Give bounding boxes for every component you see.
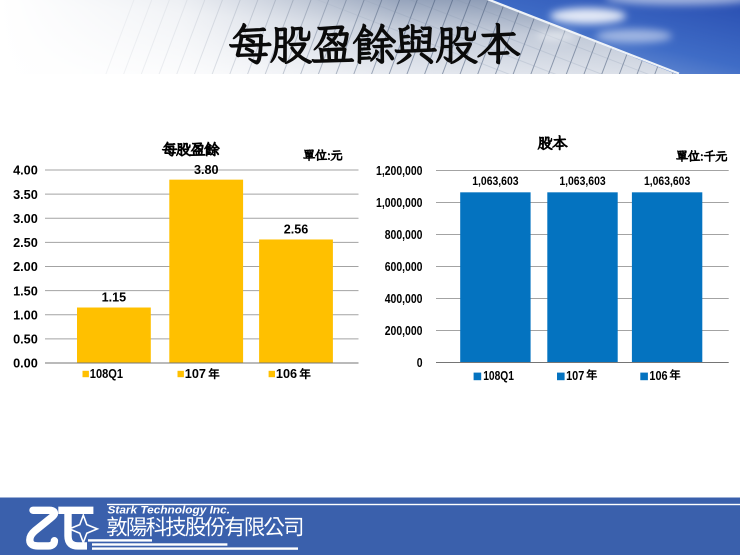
svg-text:2.00: 2.00 [13, 260, 38, 274]
svg-text:108Q1: 108Q1 [483, 368, 514, 383]
svg-text:400,000: 400,000 [385, 292, 423, 306]
svg-text:2.56: 2.56 [284, 223, 309, 237]
svg-text:1,200,000: 1,200,000 [376, 164, 423, 178]
svg-text:2.50: 2.50 [13, 236, 38, 250]
svg-text:600,000: 600,000 [385, 260, 423, 274]
svg-text:106: 106 [276, 367, 297, 381]
svg-text:4.00: 4.00 [13, 164, 38, 178]
svg-text:1.50: 1.50 [13, 284, 38, 298]
svg-text:1,063,603: 1,063,603 [644, 174, 691, 188]
svg-text:1,063,603: 1,063,603 [472, 174, 519, 188]
svg-text:3.50: 3.50 [13, 188, 38, 202]
svg-text:107: 107 [185, 367, 206, 381]
svg-text:106: 106 [649, 368, 667, 383]
svg-text:108Q1: 108Q1 [90, 367, 123, 381]
svg-text:1.00: 1.00 [13, 308, 38, 322]
svg-text:0: 0 [417, 356, 423, 370]
svg-text:1.15: 1.15 [102, 291, 127, 305]
svg-text:3.80: 3.80 [194, 163, 219, 177]
svg-text:0.50: 0.50 [13, 333, 38, 347]
svg-text:800,000: 800,000 [385, 228, 423, 242]
svg-text:1,063,603: 1,063,603 [559, 174, 606, 188]
svg-text:200,000: 200,000 [385, 324, 423, 338]
svg-text:0.00: 0.00 [13, 357, 38, 371]
svg-text:1,000,000: 1,000,000 [376, 196, 423, 210]
svg-text:107: 107 [566, 368, 584, 383]
svg-text:Stark Technology Inc.: Stark Technology Inc. [108, 505, 231, 517]
svg-text:3.00: 3.00 [13, 212, 38, 226]
